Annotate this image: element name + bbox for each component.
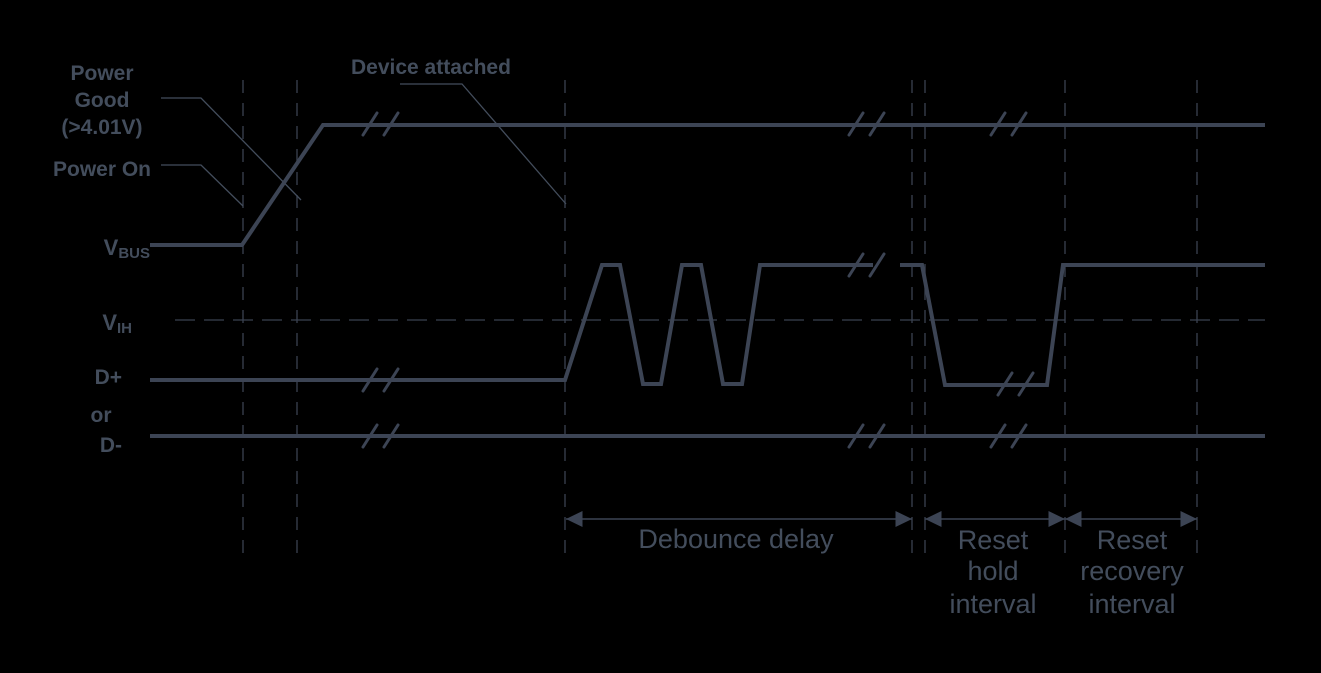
- svg-text:(>4.01V): (>4.01V): [61, 116, 142, 139]
- svg-text:Power: Power: [70, 62, 133, 85]
- svg-text:recovery: recovery: [1080, 556, 1184, 586]
- svg-text:hold: hold: [967, 556, 1018, 586]
- svg-text:or: or: [91, 404, 112, 427]
- svg-text:Power On: Power On: [53, 158, 151, 181]
- svg-text:Debounce delay: Debounce delay: [638, 524, 834, 554]
- svg-text:interval: interval: [949, 589, 1036, 619]
- svg-text:Good: Good: [75, 89, 130, 112]
- svg-text:D+: D+: [95, 366, 122, 389]
- svg-text:Reset: Reset: [958, 525, 1029, 555]
- svg-text:Device attached: Device attached: [351, 56, 511, 79]
- svg-text:interval: interval: [1088, 589, 1175, 619]
- svg-text:Reset: Reset: [1097, 525, 1168, 555]
- svg-text:D-: D-: [100, 434, 122, 457]
